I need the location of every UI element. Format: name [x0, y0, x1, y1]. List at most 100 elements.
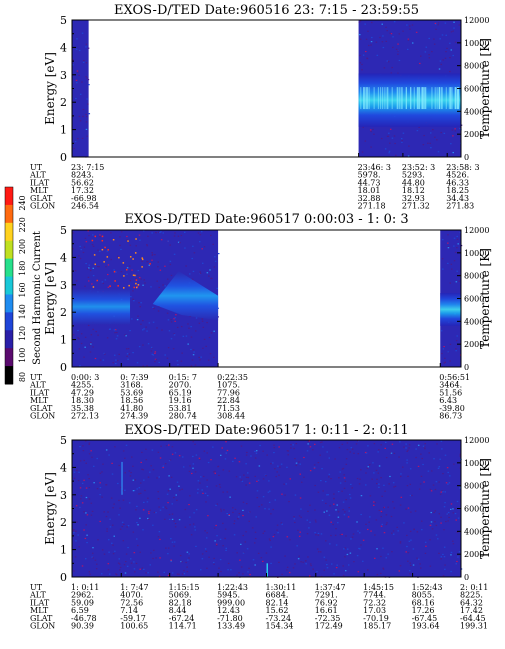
noise-pixel — [198, 356, 200, 359]
noise-pixel — [390, 33, 393, 35]
info-value: -72.35 — [315, 614, 341, 623]
noise-pixel — [449, 42, 451, 44]
noise-pixel — [444, 502, 446, 504]
noise-pixel — [136, 505, 138, 508]
noise-pixel — [212, 561, 215, 564]
noise-pixel — [87, 230, 89, 232]
noise-pixel — [453, 245, 455, 247]
noise-pixel — [78, 546, 80, 548]
noise-pixel — [186, 566, 188, 568]
noise-pixel — [452, 540, 454, 542]
noise-pixel — [157, 571, 159, 573]
noise-pixel — [452, 151, 454, 154]
noise-pixel — [197, 480, 200, 482]
noise-pixel — [76, 70, 79, 72]
band-streak — [418, 87, 420, 110]
info-value: 271.18 — [358, 202, 386, 211]
noise-pixel — [152, 321, 155, 323]
noise-pixel — [242, 509, 244, 511]
noise-pixel — [269, 539, 271, 542]
noise-pixel — [254, 457, 257, 459]
band-streak — [434, 87, 436, 110]
band-streak — [401, 87, 403, 110]
noise-pixel — [206, 494, 209, 497]
info-value: 2070. — [169, 381, 192, 390]
noise-pixel — [313, 464, 316, 466]
noise-pixel — [454, 512, 457, 515]
noise-pixel — [104, 279, 107, 281]
y-right-tick-label: 8000 — [464, 62, 484, 71]
info-value: 271.83 — [446, 202, 474, 211]
noise-pixel — [269, 490, 271, 492]
noise-pixel — [425, 545, 427, 547]
noise-pixel — [420, 55, 422, 57]
hot-pixel — [92, 286, 95, 288]
info-value: 0:56:51 — [439, 373, 470, 382]
noise-pixel — [158, 575, 161, 577]
noise-pixel — [181, 488, 183, 490]
noise-pixel — [95, 331, 97, 333]
hot-pixel — [106, 256, 109, 258]
noise-pixel — [232, 460, 234, 462]
noise-pixel — [373, 501, 375, 503]
noise-pixel — [127, 525, 130, 527]
noise-pixel — [418, 126, 420, 128]
noise-pixel — [149, 564, 152, 566]
band-streak — [400, 87, 402, 110]
noise-pixel — [171, 453, 174, 455]
noise-pixel — [137, 315, 139, 317]
noise-pixel — [285, 483, 288, 485]
noise-pixel — [175, 314, 177, 316]
noise-pixel — [194, 526, 196, 528]
noise-pixel — [144, 489, 146, 492]
noise-pixel — [353, 561, 355, 563]
noise-pixel — [374, 502, 377, 504]
noise-pixel — [157, 266, 159, 268]
noise-pixel — [115, 573, 117, 575]
noise-pixel — [85, 487, 88, 489]
noise-pixel — [441, 490, 444, 492]
noise-pixel — [206, 567, 208, 569]
noise-pixel — [304, 560, 307, 562]
noise-pixel — [78, 74, 80, 77]
noise-pixel — [219, 454, 222, 456]
noise-pixel — [385, 523, 388, 526]
panel-2: EXOS-D/TED Date:960517 0:00:03 - 1: 0: 3… — [29, 212, 492, 421]
y-right-tick-label: 4000 — [464, 527, 484, 536]
noise-pixel — [109, 526, 112, 528]
y-axis-label-right: Temperature [K] — [478, 248, 492, 349]
noise-pixel — [91, 552, 94, 554]
noise-pixel — [447, 471, 449, 474]
noise-pixel — [81, 502, 84, 504]
noise-pixel — [326, 494, 328, 496]
noise-pixel — [127, 348, 130, 350]
noise-pixel — [87, 474, 89, 476]
noise-pixel — [148, 322, 151, 324]
noise-pixel — [76, 521, 78, 523]
noise-pixel — [181, 352, 183, 354]
noise-pixel — [78, 348, 81, 350]
y-tick-label: 4 — [60, 461, 67, 474]
noise-pixel — [334, 534, 337, 536]
noise-pixel — [85, 46, 87, 48]
noise-pixel — [439, 60, 442, 62]
noise-pixel — [365, 484, 367, 486]
noise-pixel — [212, 243, 214, 245]
noise-pixel — [168, 513, 171, 516]
noise-pixel — [399, 542, 402, 544]
info-value: 53.81 — [169, 404, 192, 413]
noise-pixel — [456, 238, 459, 240]
noise-pixel — [427, 470, 430, 472]
plasma-band — [358, 73, 461, 127]
noise-pixel — [176, 481, 179, 483]
noise-pixel — [128, 265, 131, 267]
noise-pixel — [452, 135, 454, 137]
noise-pixel — [205, 550, 208, 553]
noise-pixel — [103, 553, 106, 555]
noise-pixel — [397, 530, 399, 532]
noise-pixel — [79, 120, 82, 122]
info-row-label: GLON — [30, 202, 55, 211]
noise-pixel — [436, 443, 438, 445]
y-right-tick-label: 12000 — [464, 226, 489, 235]
noise-pixel — [132, 290, 134, 292]
